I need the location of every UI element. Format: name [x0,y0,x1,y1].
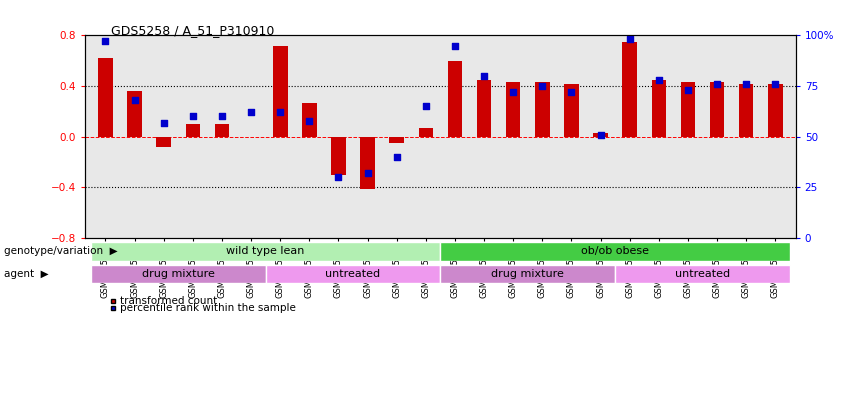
Bar [186,124,200,137]
Text: ob/ob obese: ob/ob obese [581,246,649,256]
Bar [441,242,790,261]
Point [215,113,229,119]
Bar [622,42,637,137]
Text: transformed count: transformed count [120,296,217,306]
Text: agent  ▶: agent ▶ [4,269,49,279]
Point [768,81,782,87]
Text: percentile rank within the sample: percentile rank within the sample [120,303,295,313]
Bar [535,82,550,137]
Bar [273,46,288,137]
Text: untreated: untreated [675,269,730,279]
Point [99,38,112,44]
Bar [91,242,441,261]
Point [652,77,665,83]
Bar [448,61,462,137]
Bar [390,137,404,143]
Bar [681,82,695,137]
Point [740,81,753,87]
Point [361,170,374,176]
Bar [652,80,666,137]
Bar [266,264,441,283]
Text: GDS5258 / A_51_P310910: GDS5258 / A_51_P310910 [111,24,274,37]
Bar [615,264,790,283]
Point [448,42,462,49]
Point [157,119,170,126]
Text: genotype/variation  ▶: genotype/variation ▶ [4,246,118,256]
Bar [157,137,171,147]
Bar [441,264,615,283]
Point [477,73,491,79]
Point [303,118,317,124]
Point [186,113,200,119]
Bar [710,82,724,137]
Bar [214,124,229,137]
Point [273,109,287,116]
Bar [739,84,753,137]
Point [390,154,403,160]
Bar [419,128,433,137]
Bar [98,58,113,137]
Point [564,89,578,95]
Point [623,36,637,42]
Text: wild type lean: wild type lean [226,246,305,256]
Bar [505,82,521,137]
Bar [360,137,375,189]
Point [535,83,549,89]
Point [711,81,724,87]
Bar [302,103,317,137]
Bar [91,264,266,283]
Bar [477,80,491,137]
Text: drug mixture: drug mixture [142,269,214,279]
Bar [564,84,579,137]
Point [594,132,608,138]
Bar [768,84,783,137]
Bar [593,133,608,137]
Text: untreated: untreated [325,269,380,279]
Point [332,174,346,180]
Point [419,103,432,110]
Point [244,109,258,116]
Point [128,97,141,103]
Bar [128,91,142,137]
Point [681,87,694,93]
Bar [331,137,346,175]
Text: drug mixture: drug mixture [491,269,564,279]
Point [506,89,520,95]
